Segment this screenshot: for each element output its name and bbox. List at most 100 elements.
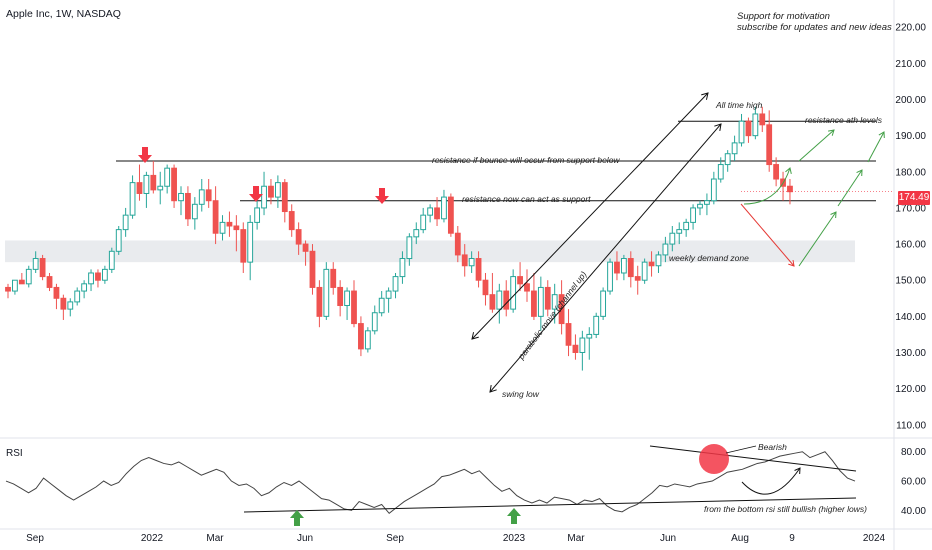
candle-body: [143, 174, 150, 194]
chart-title: Apple Inc, 1W, NASDAQ: [6, 8, 121, 20]
time-tick-label: 2023: [503, 533, 526, 544]
candle-body: [524, 283, 530, 292]
candle-body: [364, 330, 371, 350]
candle-body: [81, 283, 88, 292]
annotation-bearish: Bearish: [758, 442, 787, 452]
candle-body: [122, 214, 129, 231]
candle-body: [25, 268, 32, 285]
candle-body: [607, 261, 613, 292]
candle-body: [95, 272, 101, 281]
candle-body: [475, 258, 482, 281]
channel-upper-arrowtail: [471, 332, 479, 340]
candle-body: [74, 290, 81, 303]
candle-body: [171, 167, 177, 202]
candle-body: [690, 207, 696, 223]
candle-body: [288, 211, 295, 231]
candle-body: [447, 196, 454, 234]
promo-text: Support for motivation subscribe for upd…: [737, 11, 892, 33]
candle-body: [537, 286, 544, 317]
candle-body: [67, 301, 74, 310]
candle-body: [579, 337, 586, 353]
time-tick-label: Mar: [206, 533, 224, 544]
candle-body: [39, 258, 46, 278]
candle-body: [316, 286, 323, 317]
candle-body: [724, 153, 731, 166]
green-up-arrow-2: [507, 508, 521, 524]
candle-body: [655, 254, 662, 267]
candle-body: [358, 323, 364, 350]
candle-body: [669, 232, 676, 245]
candle-body: [205, 189, 212, 202]
candle-body: [406, 236, 413, 260]
candle-body: [710, 178, 717, 202]
annotation-resistance-bounce: resistance if bounce will occur from sup…: [432, 155, 620, 165]
price-tick-label: 190.00: [895, 131, 926, 142]
candle-body: [309, 250, 316, 288]
price-tick-label: 130.00: [895, 348, 926, 359]
price-tick-label: 220.00: [895, 23, 926, 34]
time-tick-label: 9: [789, 533, 795, 544]
red-down-arrow-3: [375, 188, 389, 204]
candle-body: [641, 261, 648, 281]
time-tick-label: Aug: [731, 533, 749, 544]
candle-body: [614, 261, 620, 274]
rsi-bearish-marker: [699, 444, 729, 474]
candle-body: [12, 279, 18, 292]
projection-bounce-arrow: [743, 167, 791, 205]
projection-up-arrow-4: [867, 131, 885, 163]
candle-body: [32, 258, 39, 270]
candle-body: [129, 182, 136, 216]
candle-body: [766, 124, 773, 166]
candle-body: [565, 323, 572, 346]
projection-down-arrow: [740, 203, 795, 267]
candle-body: [240, 229, 247, 263]
price-tick-label: 120.00: [895, 384, 926, 395]
time-tick-label: Sep: [26, 533, 44, 544]
projection-down-arrow-head: [788, 259, 795, 267]
rsi-curve-arrow-head: [794, 467, 801, 475]
candle-body: [5, 286, 11, 292]
projection-up-arrow-1-head: [830, 211, 837, 219]
time-tick-label: 2024: [863, 533, 886, 544]
candle-body: [150, 174, 157, 191]
candle-body: [191, 203, 198, 220]
candle-body: [427, 207, 434, 216]
channel-lower-arrowtail: [489, 385, 497, 393]
candle-body: [18, 279, 25, 285]
projection-up-arrow-1: [798, 211, 837, 267]
time-tick-label: Jun: [660, 533, 676, 544]
candle-body: [482, 279, 489, 296]
candle-body: [330, 268, 337, 288]
candle-body: [247, 221, 254, 263]
candle-body: [454, 232, 461, 256]
candle-body: [600, 290, 607, 317]
candle-body: [302, 243, 309, 252]
rsi-curve-arrow: [741, 467, 801, 495]
candle-body: [773, 164, 780, 180]
candle-body: [503, 290, 510, 310]
bearish-callout-line: [725, 445, 757, 454]
candle-body: [274, 182, 281, 198]
candle-body: [662, 243, 669, 256]
rsi-higher-lows-line: [243, 497, 857, 513]
candle-body: [108, 250, 115, 270]
channel-lower-arrowhead: [714, 123, 722, 131]
green-up-arrow-1: [290, 510, 304, 526]
candle-body: [620, 258, 627, 274]
candle-body: [399, 258, 406, 278]
candle-body: [88, 272, 94, 285]
candle-body: [198, 189, 205, 205]
price-tick-label: 170.00: [895, 203, 926, 214]
annotation-rsi-bullish: from the bottom rsi still bullish (highe…: [704, 504, 867, 514]
candle-body: [510, 276, 517, 310]
candle-body: [420, 214, 427, 231]
candle-body: [441, 196, 447, 220]
candle-body: [683, 221, 690, 231]
candle-body: [53, 286, 60, 299]
candle-body: [212, 200, 219, 234]
candle-body: [745, 120, 752, 137]
candle-body: [586, 333, 593, 339]
candle-body: [295, 229, 302, 245]
candle-body: [378, 297, 385, 314]
